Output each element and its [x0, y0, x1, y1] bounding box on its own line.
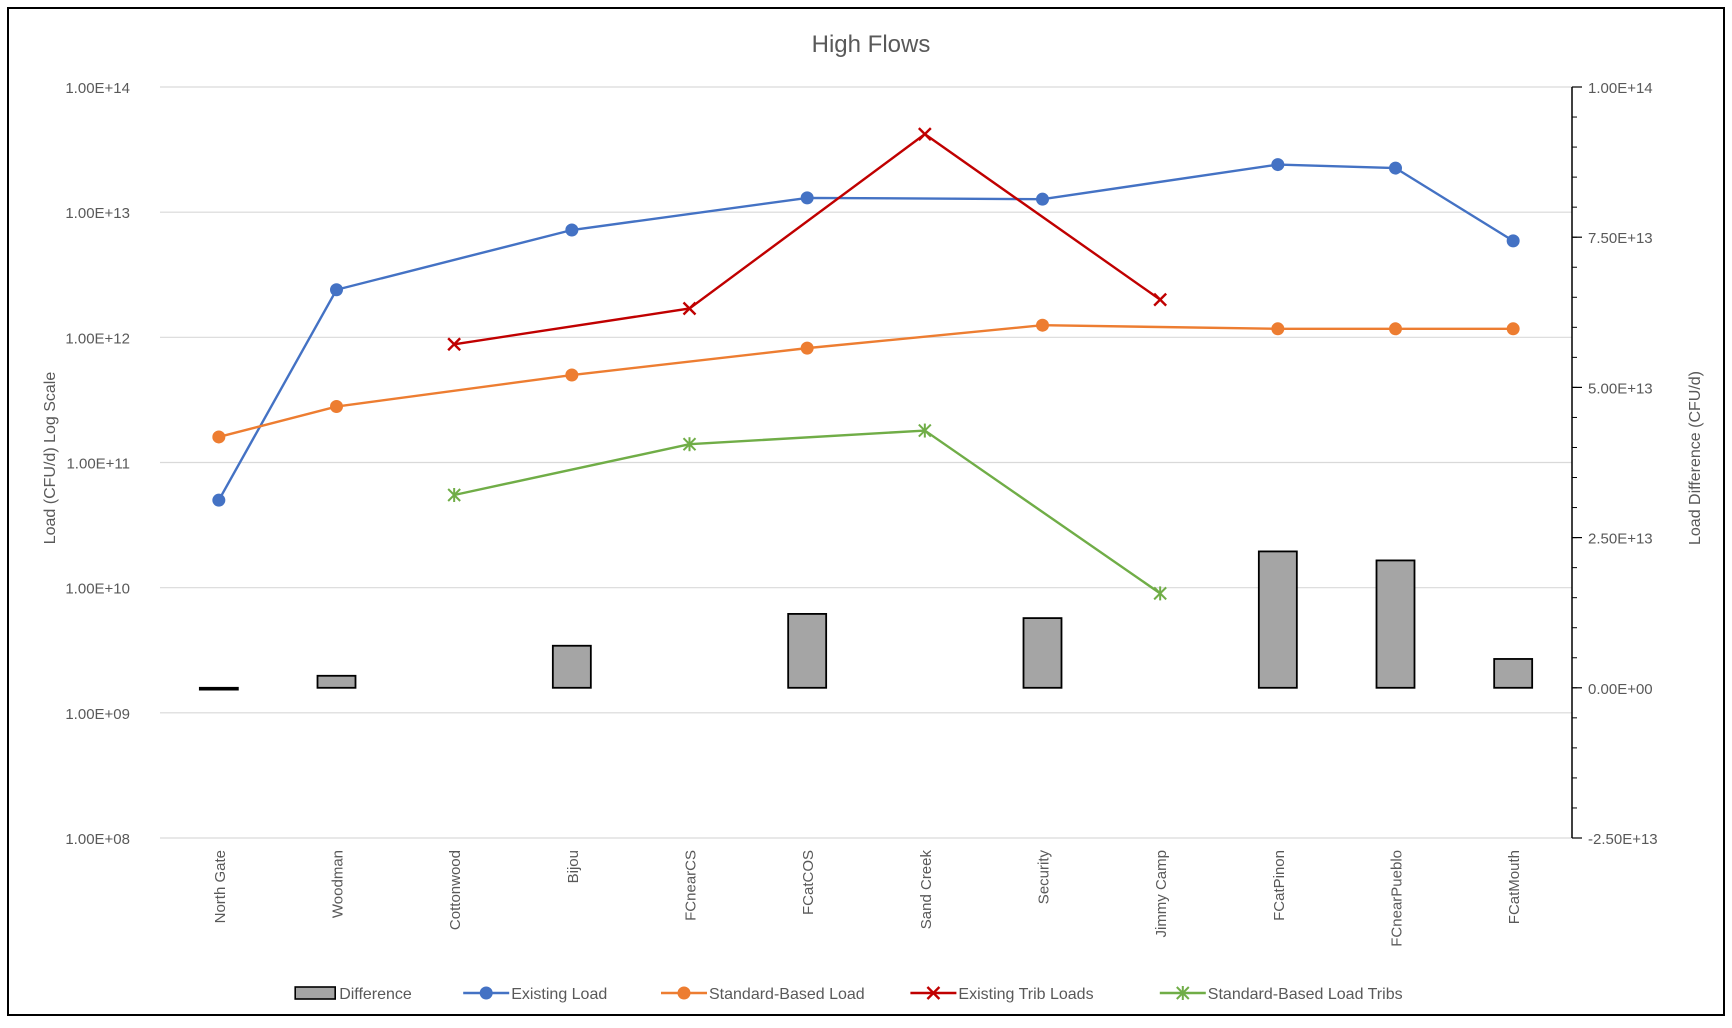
gridlines — [160, 86, 1572, 839]
legend-item: Existing Load — [463, 986, 607, 1003]
data-point — [1153, 586, 1167, 601]
data-point — [1176, 986, 1190, 1000]
x-tick-label: FCatPinon — [1271, 850, 1288, 921]
legend-item: Standard-Based Load Tribs — [1159, 986, 1403, 1003]
legend-label: Existing Load — [511, 986, 607, 1003]
series-line — [453, 429, 1161, 595]
series-markers — [212, 127, 1520, 601]
x-tick-label: Bijou — [565, 850, 582, 883]
data-point — [1506, 234, 1520, 248]
data-point-stroke — [682, 301, 697, 316]
y2-tick-label: 1.00E+14 — [1588, 80, 1653, 97]
data-point — [1036, 318, 1049, 332]
data-point — [1036, 192, 1049, 206]
y2-axis-label: Load Difference (CFU/d) — [1687, 371, 1704, 545]
data-point — [330, 283, 343, 297]
bar — [1257, 550, 1298, 689]
y-tick-label: 1.00E+09 — [65, 706, 130, 723]
y-tick-label: 1.00E+08 — [65, 831, 130, 848]
data-point — [212, 430, 226, 444]
series-lines — [217, 132, 1514, 595]
data-point — [1389, 322, 1402, 336]
bar — [198, 686, 239, 691]
y2-tick-label: 0.00E+00 — [1588, 681, 1653, 698]
data-point — [918, 423, 932, 438]
data-point — [1506, 322, 1520, 336]
y-tick-label: 1.00E+13 — [65, 205, 130, 222]
bar — [316, 674, 357, 689]
series-line — [217, 163, 1514, 501]
legend-label: Standard-Based Load — [709, 986, 865, 1003]
y-tick-label: 1.00E+10 — [65, 581, 130, 598]
data-point — [447, 337, 462, 352]
x-tick-label: North Gate — [212, 850, 229, 923]
legend-label: Existing Trib Loads — [958, 986, 1093, 1003]
y2-tick-label: 2.50E+13 — [1588, 531, 1653, 548]
x-tick-label: FCatCOS — [800, 850, 817, 915]
legend-label: Standard-Based Load Tribs — [1208, 986, 1403, 1003]
data-point — [1153, 292, 1168, 307]
chart-title: High Flows — [812, 31, 931, 58]
data-point — [212, 493, 226, 507]
data-point — [800, 191, 814, 205]
data-point — [800, 341, 814, 355]
x-tick-label: FCatMouth — [1506, 850, 1523, 924]
legend-item: Existing Trib Loads — [910, 986, 1094, 1003]
x-tick-label: FCnearCS — [683, 850, 700, 921]
data-point-stroke — [917, 127, 932, 142]
data-point — [917, 127, 932, 142]
data-point — [1271, 158, 1285, 172]
x-tick-label: Woodman — [330, 850, 347, 918]
data-point — [479, 986, 493, 1000]
data-point-stroke — [447, 337, 462, 352]
data-point — [447, 487, 461, 502]
legend-label: Difference — [339, 986, 412, 1003]
data-point — [682, 301, 697, 316]
y-tick-label: 1.00E+11 — [66, 456, 130, 473]
data-point-stroke — [926, 986, 941, 1000]
y-tick-label: 1.00E+14 — [65, 80, 130, 97]
legend: Difference Existing Load Standard-Based Lo… — [294, 986, 1403, 1003]
bar — [1493, 658, 1534, 689]
data-point — [926, 986, 941, 1000]
series-line — [453, 132, 1161, 346]
bar — [787, 613, 828, 689]
y2-tick-label: 5.00E+13 — [1588, 380, 1653, 397]
data-point — [1389, 161, 1402, 175]
y2-tick-label: 7.50E+13 — [1588, 230, 1653, 247]
data-point — [565, 223, 579, 237]
x-tick-label: Security — [1036, 850, 1053, 905]
bars — [198, 550, 1534, 691]
x-tick-label: Sand Creek — [918, 850, 935, 930]
bar — [1375, 559, 1416, 689]
data-point — [330, 400, 343, 414]
data-point — [677, 986, 691, 1000]
legend-item: Difference — [294, 986, 412, 1003]
y2-tick-label: -2.50E+13 — [1588, 831, 1658, 848]
legend-swatch — [294, 986, 337, 1000]
chart-border — [7, 7, 1725, 1016]
data-point — [1271, 322, 1285, 336]
x-tick-label: FCnearPueblo — [1389, 850, 1406, 947]
data-point-stroke — [1153, 292, 1168, 307]
axes: 1.00E+08 1.00E+09 1.00E+10 1.00E+11 1.00E+12… — [65, 80, 1657, 947]
bar — [551, 644, 592, 689]
y-axis-label: Load (CFU/d) Log Scale — [42, 372, 59, 545]
x-tick-label: Cottonwood — [447, 850, 464, 930]
series-line — [218, 324, 1514, 439]
data-point — [682, 437, 697, 452]
legend-item: Standard-Based Load — [661, 986, 865, 1003]
x-tick-label: Jimmy Camp — [1153, 850, 1170, 938]
data-point — [565, 368, 579, 382]
bar — [1022, 617, 1063, 689]
y-tick-label: 1.00E+12 — [65, 330, 130, 347]
